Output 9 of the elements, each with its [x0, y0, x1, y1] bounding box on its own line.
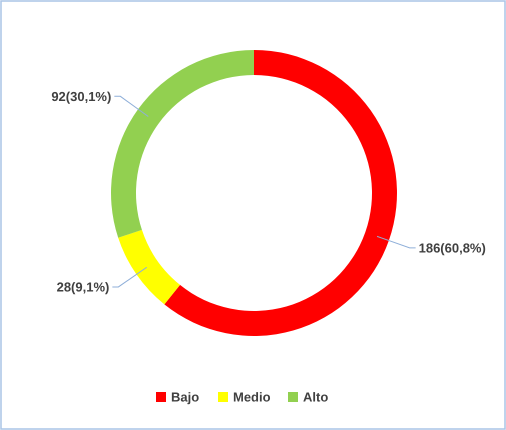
data-label: 28(9,1%) [56, 279, 110, 294]
legend-label: Bajo [171, 390, 200, 405]
legend-label: Alto [303, 390, 328, 405]
donut-slice [118, 230, 180, 304]
donut-slice [164, 50, 397, 336]
legend-label: Medio [233, 390, 271, 405]
data-label: 186(60,8%) [418, 240, 486, 256]
donut-slice [111, 50, 254, 238]
data-label: 92(30,1%) [51, 88, 112, 104]
